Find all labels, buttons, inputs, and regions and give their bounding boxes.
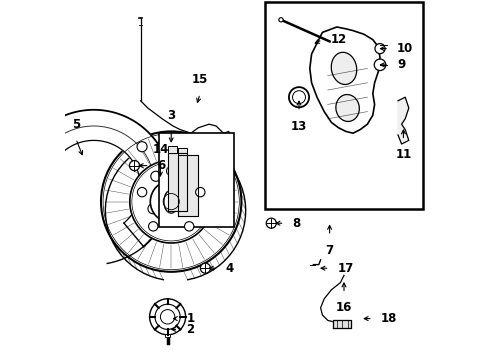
Polygon shape	[333, 320, 351, 328]
Text: 8: 8	[293, 217, 301, 230]
Circle shape	[266, 218, 276, 228]
Circle shape	[160, 310, 175, 324]
Circle shape	[137, 188, 147, 197]
Text: 15: 15	[192, 73, 208, 86]
Circle shape	[137, 142, 147, 152]
Circle shape	[101, 131, 242, 272]
Ellipse shape	[164, 190, 178, 213]
Ellipse shape	[331, 52, 357, 85]
Text: 17: 17	[338, 262, 354, 275]
Text: 10: 10	[397, 42, 413, 55]
Circle shape	[375, 44, 385, 54]
Text: 16: 16	[336, 301, 352, 314]
Circle shape	[148, 204, 158, 214]
Text: 7: 7	[325, 244, 334, 257]
Ellipse shape	[336, 95, 359, 121]
Bar	[265, 2, 423, 209]
Bar	[159, 133, 234, 227]
Circle shape	[167, 166, 176, 176]
Polygon shape	[16, 110, 171, 247]
Circle shape	[149, 299, 186, 335]
Text: 14: 14	[152, 143, 169, 156]
Text: 13: 13	[291, 120, 307, 132]
Circle shape	[293, 91, 305, 104]
Circle shape	[155, 304, 180, 329]
Text: 18: 18	[381, 312, 397, 325]
Bar	[178, 148, 187, 155]
Circle shape	[196, 188, 205, 197]
Circle shape	[129, 161, 140, 171]
Text: 6: 6	[157, 159, 166, 172]
Bar	[165, 334, 170, 337]
Circle shape	[185, 222, 194, 231]
Circle shape	[289, 87, 309, 107]
Circle shape	[279, 18, 283, 22]
Text: 11: 11	[395, 148, 412, 161]
Circle shape	[148, 222, 158, 231]
Polygon shape	[310, 27, 380, 133]
Text: 2: 2	[186, 323, 195, 336]
Text: 5: 5	[72, 118, 80, 131]
Text: 3: 3	[167, 109, 175, 122]
Polygon shape	[168, 153, 187, 211]
Circle shape	[374, 59, 386, 71]
Text: 4: 4	[226, 262, 234, 275]
Polygon shape	[398, 97, 409, 144]
Text: 9: 9	[397, 58, 405, 71]
Circle shape	[200, 263, 210, 273]
Circle shape	[130, 160, 213, 243]
Bar	[168, 146, 176, 153]
Circle shape	[150, 181, 192, 222]
Text: 12: 12	[330, 33, 346, 46]
Polygon shape	[178, 155, 198, 216]
Text: 1: 1	[186, 312, 195, 325]
Circle shape	[151, 171, 161, 181]
